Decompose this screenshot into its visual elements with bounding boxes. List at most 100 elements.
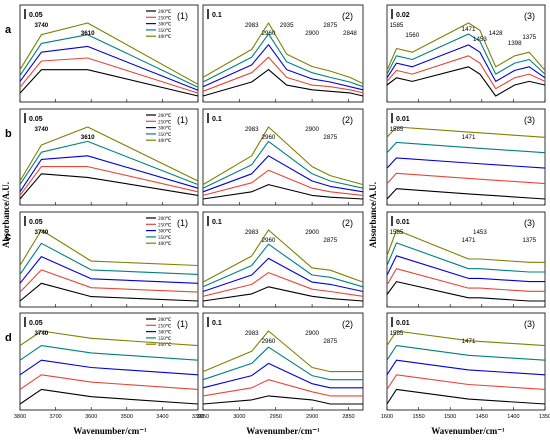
series-line-250℃ [19, 269, 199, 293]
series-line-250℃ [19, 374, 199, 390]
series-line-300℃ [19, 256, 199, 284]
peak-annotation: 3740 [34, 330, 48, 337]
panel-number-label: (2) [342, 218, 353, 228]
peak-annotation: 1453 [473, 36, 487, 43]
x-tick-label: 1550 [412, 414, 424, 420]
peak-annotation: 2983 [245, 229, 259, 236]
legend-label: 300℃ [158, 22, 172, 28]
series-line-300℃ [202, 155, 364, 193]
peak-annotation: 2848 [343, 30, 357, 37]
peak-annotation: 2900 [305, 229, 319, 236]
x-tick-label: 2900 [306, 414, 318, 420]
legend-label: 350℃ [158, 235, 172, 241]
panel-d(1): 3800 3700 3600 3500 3400 3300 0.05 (1) d 200℃250℃… [5, 312, 204, 420]
scale-bar-label: 0.05 [29, 116, 43, 123]
peak-annotation: 2900 [305, 330, 319, 337]
panel-number-label: (3) [524, 11, 535, 21]
peak-annotation: 2960 [262, 338, 276, 345]
xlabel-col1: Wavenumber/cm⁻¹ [73, 426, 147, 436]
peak-annotation: 2983 [245, 330, 259, 337]
x-tick-label: 3700 [49, 414, 61, 420]
series-line-350℃ [386, 345, 546, 361]
series-line-300℃ [386, 44, 546, 82]
legend-label: 350℃ [158, 28, 172, 34]
series-line-200℃ [202, 286, 364, 302]
peak-annotation: 1375 [522, 34, 536, 41]
series-line-300℃ [202, 44, 364, 91]
peak-annotation: 1471 [462, 237, 476, 244]
scale-bar-label: 0.05 [29, 219, 43, 226]
series-line-400℃ [202, 330, 363, 373]
series-line-300℃ [19, 359, 199, 376]
series-line-400℃ [386, 126, 546, 138]
peak-annotation: 2960 [262, 237, 276, 244]
legend-label: 400℃ [158, 138, 172, 144]
legend-label: 250℃ [158, 323, 172, 329]
series-line-250℃ [202, 56, 364, 94]
panel-number-label: (1) [177, 115, 188, 125]
row-label-d: d [5, 332, 12, 344]
peak-annotation: 1428 [489, 30, 503, 37]
legend-label: 200℃ [158, 317, 172, 323]
series-line-400℃ [386, 22, 546, 71]
series-line-250℃ [202, 379, 363, 397]
peak-annotation: 1585 [390, 126, 404, 133]
peak-annotation: 1471 [462, 338, 476, 345]
x-tick-label: 3500 [121, 414, 133, 420]
ylabel-left: Absorbance/A.U. [1, 182, 11, 248]
x-tick-label: 3300 [192, 414, 204, 420]
series-line-400℃ [19, 229, 199, 267]
series-line-200℃ [202, 184, 364, 200]
series-line-300℃ [19, 155, 199, 193]
peak-annotation: 2875 [323, 22, 337, 29]
scale-bar-label: 0.1 [212, 219, 222, 226]
series-line-250℃ [19, 166, 199, 196]
panel-frame [386, 108, 546, 206]
series-line-400℃ [19, 126, 199, 182]
peak-annotation: 1585 [390, 22, 404, 29]
legend-label: 350℃ [158, 336, 172, 342]
panel-frame [202, 108, 364, 206]
series-line-300℃ [202, 257, 364, 293]
legend-label: 250℃ [158, 222, 172, 228]
series-line-200℃ [386, 66, 546, 97]
series-line-400℃ [19, 330, 199, 347]
peak-annotation: 2935 [280, 22, 294, 29]
series-line-350℃ [19, 242, 199, 275]
peak-annotation: 2960 [262, 134, 276, 141]
peak-annotation: 2900 [305, 126, 319, 133]
peak-annotation: 1585 [390, 229, 404, 236]
series-line-350℃ [19, 345, 199, 361]
peak-annotation: 2875 [323, 134, 337, 141]
series-line-250℃ [202, 272, 364, 297]
scale-bar-label: 0.05 [29, 12, 43, 19]
panel-frame [202, 312, 364, 411]
series-line-350℃ [202, 346, 363, 381]
x-tick-label: 2850 [342, 414, 354, 420]
legend-label: 200℃ [158, 9, 172, 15]
series-line-400℃ [202, 22, 364, 85]
panel-number-label: (1) [177, 218, 188, 228]
legend-label: 200℃ [158, 216, 172, 222]
peak-annotation: 1453 [473, 229, 487, 236]
panel-number-label: (1) [177, 11, 188, 21]
panel-b(3): 0.01 (3) 1585 1471 [386, 108, 546, 206]
peak-annotation: 2875 [323, 338, 337, 345]
peak-annotation: 3740 [34, 229, 48, 236]
series-line-350℃ [19, 34, 199, 88]
series-line-250℃ [386, 55, 546, 90]
panel-frame [19, 211, 199, 308]
series-line-350℃ [386, 33, 546, 75]
scale-bar-label: 0.01 [396, 320, 410, 327]
peak-annotation: 1560 [405, 32, 419, 39]
peak-annotation: 2960 [262, 30, 276, 37]
panel-number-label: (2) [342, 319, 353, 329]
panel-frame [19, 4, 199, 103]
x-tick-label: 3800 [14, 414, 26, 420]
legend-label: 400℃ [158, 34, 172, 40]
series-line-200℃ [19, 388, 199, 405]
